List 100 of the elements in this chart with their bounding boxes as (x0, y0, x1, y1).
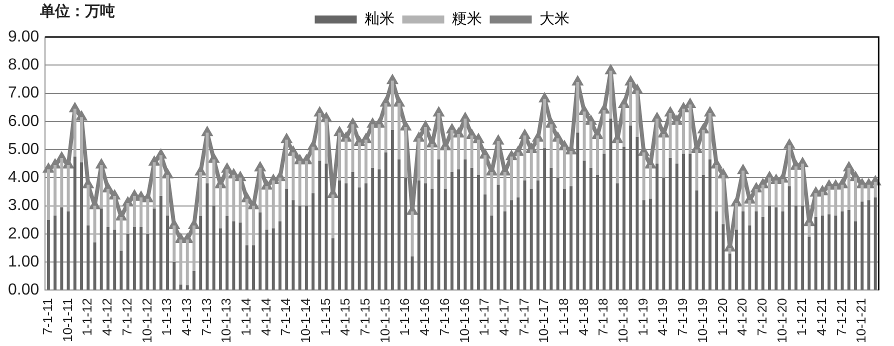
bar (774, 207, 778, 290)
y-tick-label: 1.00 (8, 253, 40, 270)
y-tick-label: 6.00 (8, 112, 40, 130)
bar (318, 160, 322, 290)
bar (722, 224, 725, 290)
x-tick-label: 7-1-17 (516, 298, 532, 336)
bar (378, 169, 381, 290)
x-tick-label: 1-1-21 (794, 298, 810, 336)
y-tick-label: 2.00 (8, 225, 40, 242)
bar (358, 188, 361, 290)
bar (570, 186, 573, 290)
bar (530, 188, 533, 290)
x-tick-label: 4-1-15 (338, 298, 353, 336)
bar (106, 226, 110, 290)
x-tick-label: 4-1-19 (655, 298, 670, 336)
x-tick-label: 10-1-16 (456, 298, 472, 344)
bar (675, 164, 678, 290)
x-tick-label: 10-1-11 (60, 298, 75, 342)
bar (543, 98, 546, 148)
bar (596, 174, 599, 290)
bar (132, 226, 136, 290)
bar (734, 230, 738, 290)
bar (656, 164, 659, 290)
y-tick-label: 8.00 (8, 56, 40, 74)
x-tick-label: 10-1-21 (854, 298, 869, 344)
bar (258, 168, 262, 213)
bar (688, 154, 692, 290)
x-tick-label: 10-1-12 (139, 298, 154, 344)
bar (285, 140, 288, 189)
y-tick-label: 0.00 (8, 282, 40, 299)
x-tick-label: 7-1-11 (40, 298, 56, 335)
bar (503, 211, 506, 290)
x-tick-label: 4-1-14 (258, 298, 274, 336)
x-tick-label: 7-1-18 (596, 298, 611, 336)
legend-label: 籼米 (364, 10, 394, 28)
bar (642, 200, 646, 290)
bar (536, 180, 540, 290)
bar (510, 200, 514, 290)
bar (199, 216, 202, 290)
x-tick-label: 4-1-20 (734, 298, 750, 336)
bar (457, 169, 460, 290)
bar (742, 211, 745, 290)
x-tick-label: 1-1-13 (159, 298, 174, 336)
bar (576, 132, 580, 290)
bar (304, 206, 308, 290)
x-tick-label: 7-1-20 (754, 298, 770, 336)
bar (73, 108, 76, 157)
bar (516, 197, 520, 290)
x-tick-label: 1-1-14 (238, 298, 254, 336)
bar (840, 211, 844, 290)
bar (430, 188, 434, 290)
x-tick-label: 10-1-20 (774, 298, 790, 344)
x-tick-label: 10-1-14 (298, 298, 314, 344)
bar (702, 174, 705, 290)
bar (218, 228, 222, 290)
bar (576, 82, 580, 133)
x-tick-label: 1-1-17 (476, 298, 492, 336)
bar (410, 256, 414, 290)
bar (867, 200, 870, 290)
x-tick-label: 4-1-12 (100, 298, 115, 336)
bar (629, 126, 632, 290)
bar (589, 168, 592, 290)
bar (490, 216, 494, 290)
bar (338, 180, 342, 290)
x-tick-label: 10-1-18 (616, 298, 631, 344)
bar (298, 206, 302, 290)
bar (364, 183, 368, 290)
bar (80, 162, 84, 290)
x-tick-label: 10-1-17 (536, 298, 552, 344)
bar (476, 174, 480, 290)
bar (390, 130, 394, 290)
bar (390, 80, 394, 130)
bar (152, 208, 156, 290)
y-tick-label: 5.00 (8, 140, 40, 158)
x-tick-label: 7-1-15 (358, 298, 373, 336)
bar (258, 212, 262, 290)
bar (854, 178, 857, 222)
bar (582, 160, 586, 290)
bar (404, 178, 408, 290)
x-tick-label: 1-1-19 (635, 298, 650, 336)
x-tick-label: 4-1-21 (814, 298, 830, 336)
x-tick-label: 10-1-15 (377, 298, 392, 344)
bar (847, 168, 850, 210)
bar (761, 217, 764, 290)
x-tick-label: 7-1-16 (436, 298, 452, 336)
bar (60, 207, 64, 290)
bar (820, 216, 824, 290)
bar (206, 132, 209, 184)
x-tick-label: 7-1-12 (119, 298, 134, 336)
bar (331, 238, 334, 290)
x-tick-label: 1-1-15 (318, 298, 333, 336)
bar (100, 208, 103, 290)
bar (754, 211, 758, 290)
bar (464, 118, 467, 160)
bar (252, 245, 256, 290)
x-tick-label: 4-1-13 (178, 298, 194, 336)
bar (186, 285, 189, 290)
bar (602, 154, 606, 290)
bar (46, 220, 50, 290)
bar (226, 216, 229, 290)
